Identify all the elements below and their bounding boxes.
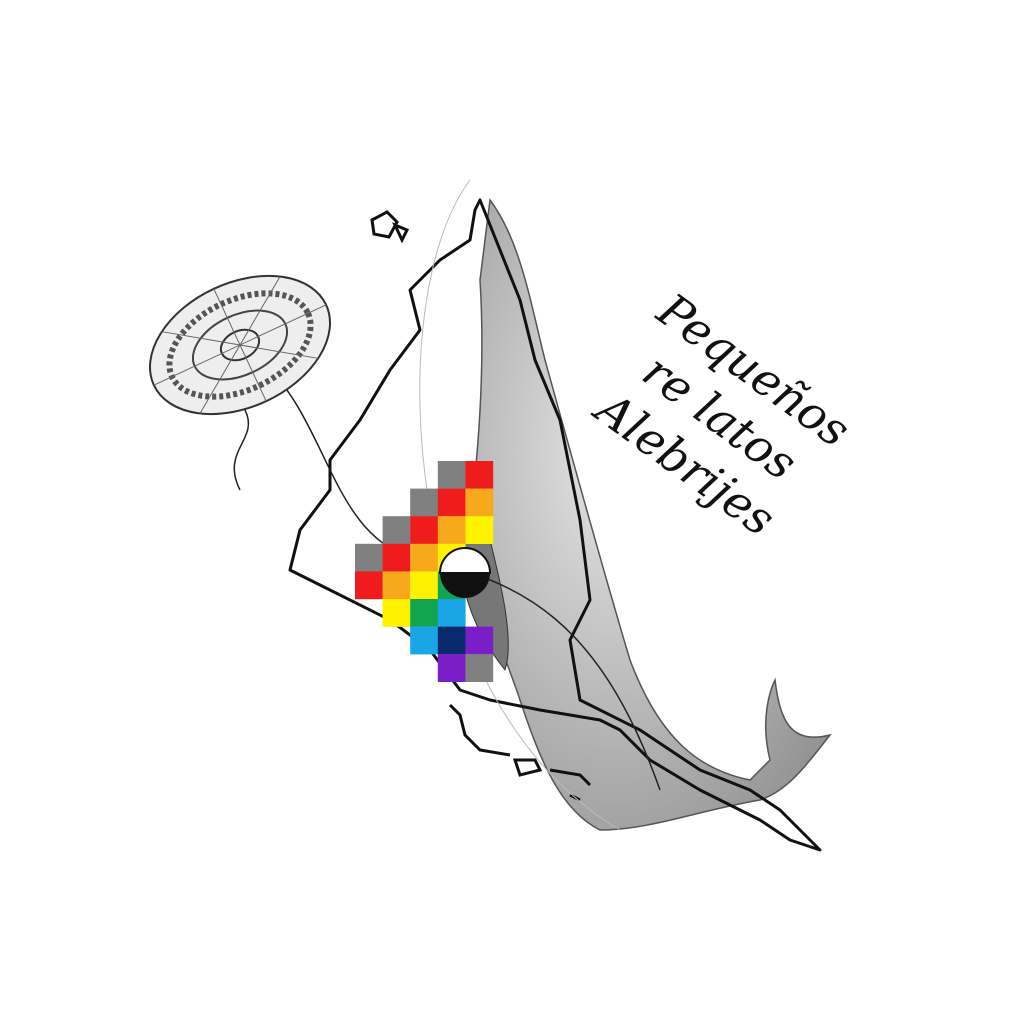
kite-icon <box>149 274 331 416</box>
wiphala-flag <box>355 461 494 682</box>
caribbean-islands <box>448 703 592 802</box>
wiphala-cell <box>437 461 466 489</box>
wiphala-cell <box>382 571 411 600</box>
wiphala-cell <box>410 488 438 517</box>
island-outline <box>370 210 410 244</box>
wiphala-cell <box>465 516 494 544</box>
wiphala-cell <box>465 626 494 655</box>
wiphala-cell <box>382 599 411 627</box>
wiphala-cell <box>410 516 438 544</box>
wiphala-cell <box>410 571 438 600</box>
wiphala-cell <box>465 488 494 517</box>
wiphala-cell <box>437 626 466 655</box>
wiphala-cell <box>465 654 494 682</box>
wiphala-cell <box>410 599 438 627</box>
wiphala-cell <box>437 516 466 544</box>
wiphala-cell <box>355 571 383 600</box>
eye-circle <box>438 547 492 574</box>
wiphala-cell <box>410 626 438 655</box>
wiphala-cell <box>355 543 383 572</box>
wiphala-cell <box>437 488 466 517</box>
map-outline <box>288 198 822 852</box>
eye-circle-dark <box>440 573 490 598</box>
wiphala-cell <box>437 599 466 627</box>
wiphala-cell <box>465 461 494 489</box>
kite-tail <box>233 409 250 491</box>
wiphala-cell <box>437 654 466 682</box>
wiphala-cell <box>410 543 438 572</box>
wiphala-cell <box>382 543 411 572</box>
wiphala-cell <box>382 516 411 544</box>
